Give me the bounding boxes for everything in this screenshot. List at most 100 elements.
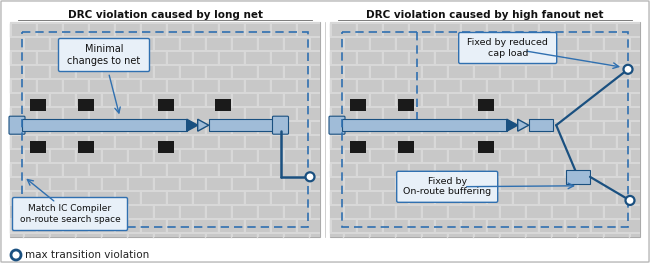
Bar (501, 94, 525, 106)
Bar (194, 24, 218, 36)
Bar (332, 192, 356, 204)
Bar (142, 136, 166, 148)
Bar (410, 220, 434, 232)
Bar (436, 80, 460, 92)
Bar (449, 150, 473, 162)
Polygon shape (187, 119, 198, 131)
Bar (168, 52, 192, 64)
Bar (384, 108, 408, 120)
Bar (605, 178, 629, 190)
Bar (488, 220, 512, 232)
Bar (631, 150, 640, 162)
Bar (90, 192, 114, 204)
Bar (332, 108, 356, 120)
Bar (579, 178, 603, 190)
Bar (514, 164, 538, 176)
Bar (285, 178, 309, 190)
Bar (553, 94, 577, 106)
Bar (397, 94, 421, 106)
Bar (527, 122, 551, 134)
Bar (129, 66, 153, 78)
Bar (410, 80, 434, 92)
Bar (423, 150, 447, 162)
Bar (298, 136, 320, 148)
Bar (25, 234, 49, 237)
Bar (342, 119, 507, 131)
Bar (488, 24, 512, 36)
Bar (207, 122, 231, 134)
Bar (553, 150, 577, 162)
Bar (501, 122, 525, 134)
Bar (475, 178, 499, 190)
Bar (358, 24, 382, 36)
Bar (77, 38, 101, 50)
Bar (410, 108, 434, 120)
Bar (488, 80, 512, 92)
Bar (10, 122, 23, 134)
Bar (64, 136, 88, 148)
Bar (436, 164, 460, 176)
Bar (488, 136, 512, 148)
Bar (397, 122, 421, 134)
Bar (116, 80, 140, 92)
Bar (220, 220, 244, 232)
Bar (259, 38, 283, 50)
Bar (358, 136, 382, 148)
Bar (540, 80, 564, 92)
Bar (220, 164, 244, 176)
Bar (181, 38, 205, 50)
Bar (311, 150, 320, 162)
Bar (12, 136, 36, 148)
Bar (605, 66, 629, 78)
Bar (618, 80, 640, 92)
Bar (194, 164, 218, 176)
Bar (298, 24, 320, 36)
Bar (142, 164, 166, 176)
Bar (410, 164, 434, 176)
Bar (579, 206, 603, 218)
Bar (449, 94, 473, 106)
Text: Fixed by reduced
cap load: Fixed by reduced cap load (467, 38, 548, 58)
Bar (592, 192, 616, 204)
Bar (129, 94, 153, 106)
Bar (272, 52, 296, 64)
Bar (345, 150, 369, 162)
Bar (272, 220, 296, 232)
Bar (181, 206, 205, 218)
Bar (246, 52, 270, 64)
Bar (410, 52, 434, 64)
Bar (22, 119, 187, 131)
Bar (371, 122, 395, 134)
Bar (90, 164, 114, 176)
Bar (501, 234, 525, 237)
Bar (397, 206, 421, 218)
Bar (345, 122, 369, 134)
Bar (51, 38, 75, 50)
Bar (220, 52, 244, 64)
Bar (10, 234, 23, 237)
Bar (25, 150, 49, 162)
Bar (103, 94, 127, 106)
Bar (64, 52, 88, 64)
Bar (330, 178, 343, 190)
Bar (475, 38, 499, 50)
Bar (423, 38, 447, 50)
Bar (566, 136, 590, 148)
Bar (181, 94, 205, 106)
Bar (168, 24, 192, 36)
Bar (90, 80, 114, 92)
Bar (116, 24, 140, 36)
Bar (449, 38, 473, 50)
Bar (436, 220, 460, 232)
Bar (64, 108, 88, 120)
Bar (345, 206, 369, 218)
FancyBboxPatch shape (12, 198, 127, 230)
Bar (553, 234, 577, 237)
Bar (10, 66, 23, 78)
Bar (371, 38, 395, 50)
Bar (579, 38, 603, 50)
Bar (116, 136, 140, 148)
Bar (566, 170, 590, 184)
Bar (77, 234, 101, 237)
Bar (38, 52, 62, 64)
